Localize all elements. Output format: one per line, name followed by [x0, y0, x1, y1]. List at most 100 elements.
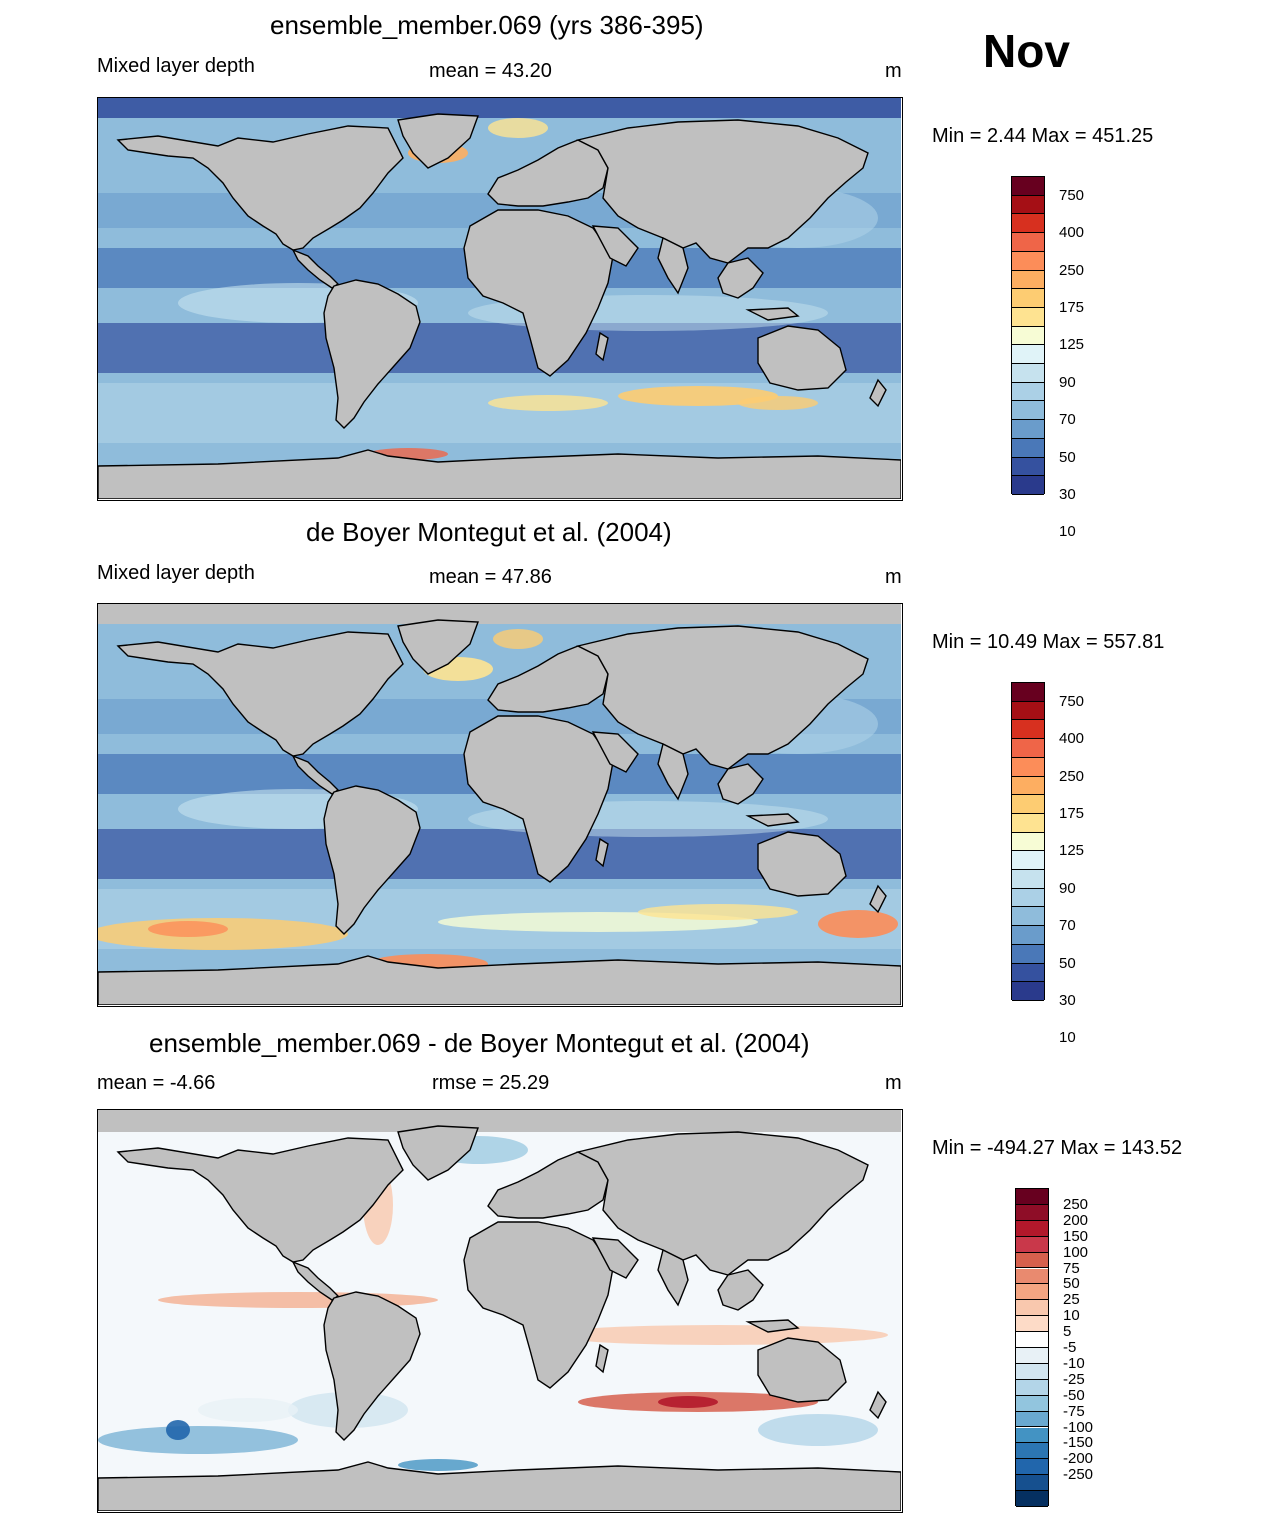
- colorbar-tick-label: 750: [1059, 692, 1085, 710]
- colorbar-swatch: [1012, 289, 1044, 308]
- colorbar-swatch: [1016, 1332, 1048, 1348]
- colorbar-swatch: [1012, 364, 1044, 383]
- colorbar-frame: [1015, 1188, 1049, 1507]
- colorbar-swatch: [1016, 1348, 1048, 1364]
- colorbar-tick-label: 50: [1059, 954, 1076, 972]
- field-band: [98, 383, 901, 443]
- world-map: [98, 1110, 901, 1511]
- colorbar-swatch: [1012, 832, 1044, 852]
- panel-minmax: Min = 10.49 Max = 557.81: [932, 631, 1165, 653]
- colorbar-swatch: [1016, 1459, 1048, 1476]
- colorbar-swatch: [1012, 307, 1044, 327]
- panel-unit: m: [885, 60, 902, 82]
- colorbar-swatch: [1016, 1316, 1048, 1333]
- land-mass: [575, 625, 869, 770]
- colorbar-swatch: [1012, 326, 1044, 346]
- colorbar-swatch: [1012, 195, 1044, 215]
- land-mass: [98, 1461, 901, 1511]
- land-mass: [757, 325, 847, 391]
- field-patch: [398, 1459, 478, 1471]
- land-mass: [595, 837, 609, 868]
- colorbar-swatch: [1012, 476, 1044, 495]
- field-patch: [98, 1426, 298, 1454]
- colorbar-swatch: [1012, 739, 1044, 758]
- colorbar-tick-label: 50: [1063, 1275, 1080, 1293]
- colorbar-tick-label: 100: [1063, 1243, 1089, 1261]
- colorbar-swatch: [1012, 438, 1044, 458]
- colorbar-tick-label: 125: [1059, 336, 1085, 354]
- colorbar-swatch: [1012, 888, 1044, 908]
- land-mass: [745, 307, 800, 321]
- colorbar-swatch: [1012, 214, 1044, 234]
- land-mass: [745, 813, 800, 827]
- land-mass: [463, 715, 614, 883]
- colorbar-tick-label: 175: [1059, 298, 1085, 316]
- colorbar-tick-label: 30: [1059, 992, 1076, 1009]
- land-mass: [463, 209, 614, 377]
- land-mass: [98, 955, 901, 1005]
- colorbar-swatch: [1016, 1379, 1048, 1396]
- colorbar-tick-label: 10: [1059, 523, 1076, 541]
- colorbar-swatch: [1016, 1252, 1048, 1269]
- land-mass: [575, 119, 869, 264]
- colorbar-tick-label: 125: [1059, 842, 1085, 860]
- land-mass: [657, 236, 689, 295]
- field-patch: [488, 118, 548, 138]
- panel-left-label: mean = -4.66: [97, 1072, 216, 1094]
- colorbar-tick-label: 90: [1059, 373, 1076, 391]
- land-mass: [463, 1221, 614, 1389]
- land-mass: [575, 1131, 869, 1276]
- colorbar-swatch: [1012, 251, 1044, 271]
- panel-minmax: Min = 2.44 Max = 451.25: [932, 125, 1154, 147]
- colorbar: 250 200 150 100 75 50 25 10 5 -5 -10 -25 -50 -75 -100-…: [1015, 1188, 1135, 1507]
- field-patch: [818, 910, 898, 938]
- colorbar-tick-label: -250: [1063, 1466, 1094, 1484]
- colorbar-swatch: [1016, 1475, 1048, 1492]
- panel-unit: m: [885, 1072, 902, 1094]
- map-observations: [97, 603, 903, 1007]
- colorbar-swatch: [1016, 1411, 1048, 1428]
- colorbar-tick-label: 30: [1059, 486, 1076, 503]
- land-mass: [595, 331, 609, 362]
- colorbar-tick-label: 70: [1059, 917, 1076, 935]
- colorbar-swatch: [1012, 963, 1044, 983]
- month-label: Nov: [983, 25, 1070, 77]
- colorbar-swatch: [1016, 1204, 1048, 1221]
- colorbar-swatch: [1012, 720, 1044, 740]
- colorbar: 750 400 250 175 125 90 70 50 30 10: [1011, 176, 1131, 539]
- colorbar-swatch: [1016, 1427, 1048, 1444]
- field-patch: [618, 386, 778, 406]
- colorbar-tick-label: -150: [1063, 1434, 1094, 1452]
- map-difference: [97, 1109, 903, 1513]
- land-mass: [323, 1291, 421, 1441]
- field-patch: [758, 1414, 878, 1446]
- colorbar-swatch: [1012, 944, 1044, 964]
- colorbar-tick-label: -25: [1063, 1370, 1085, 1388]
- colorbar-tick-label: 250: [1063, 1195, 1089, 1213]
- land-mass: [657, 742, 689, 801]
- colorbar-swatch: [1012, 926, 1044, 945]
- colorbar-swatch: [1012, 382, 1044, 402]
- panel-unit: m: [885, 566, 902, 588]
- colorbar: 750 400 250 175 125 90 70 50 30 10: [1011, 682, 1131, 1045]
- colorbar-swatch: [1012, 345, 1044, 365]
- land-mass: [98, 449, 901, 499]
- panel-title: ensemble_member.069 - de Boyer Montegut …: [149, 1028, 810, 1058]
- colorbar-swatch: [1016, 1284, 1048, 1301]
- field-patch: [148, 921, 228, 937]
- colorbar-swatch: [1012, 757, 1044, 777]
- land-mass: [397, 1125, 479, 1181]
- field-patch: [98, 918, 348, 950]
- colorbar-tick-label: 150: [1063, 1227, 1089, 1245]
- colorbar-tick-label: -75: [1063, 1402, 1085, 1420]
- panel-center-label: mean = 43.20: [429, 60, 552, 82]
- land-mass: [116, 631, 404, 757]
- panel-minmax: Min = -494.27 Max = 143.52: [932, 1137, 1183, 1159]
- panel-center-label: mean = 47.86: [429, 566, 552, 588]
- colorbar-tick-label: -10: [1063, 1354, 1085, 1372]
- field-band: [98, 604, 901, 624]
- panel-left-label: Mixed layer depth: [97, 55, 255, 77]
- land-mass: [657, 1248, 689, 1307]
- colorbar-swatch: [1016, 1443, 1048, 1460]
- land-mass: [116, 125, 404, 251]
